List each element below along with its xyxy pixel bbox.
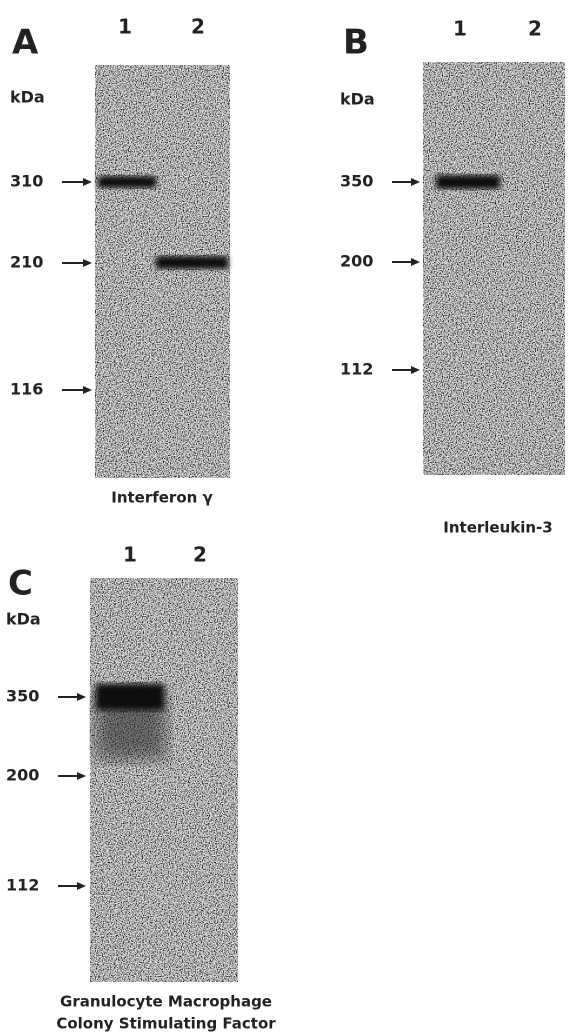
caption: Interferon γ — [111, 489, 213, 507]
band — [156, 256, 228, 269]
marker-label: 210 — [10, 253, 43, 272]
unit-label: kDa — [10, 88, 45, 107]
panel-b: B 1 2 kDa 350 200 112 Interleukin-3 — [340, 17, 565, 537]
arrow-head — [77, 693, 86, 701]
unit-label: kDa — [6, 610, 41, 629]
marker-label: 112 — [6, 876, 39, 895]
gel — [95, 65, 230, 478]
lane-label: 1 — [118, 15, 132, 39]
arrow-head — [83, 178, 92, 186]
lane-label: 2 — [193, 543, 207, 567]
band — [98, 176, 156, 188]
arrow-head — [411, 178, 420, 186]
arrow-head — [77, 772, 86, 780]
lane-label: 1 — [123, 543, 137, 567]
marker-label: 350 — [340, 172, 373, 191]
unit-label: kDa — [340, 90, 375, 109]
arrow-head — [411, 366, 420, 374]
marker-label: 200 — [6, 766, 39, 785]
gel — [423, 62, 565, 475]
arrow-head — [83, 259, 92, 267]
band — [96, 684, 164, 710]
arrow-head — [83, 386, 92, 394]
arrow-head — [77, 882, 86, 890]
panel-c: C 1 2 kDa 350 200 112 Granulocyte Macrop… — [6, 543, 276, 1033]
panel-letter: A — [12, 23, 39, 63]
marker-label: 116 — [10, 380, 43, 399]
panel-letter: C — [8, 564, 33, 604]
panel-a: A 1 2 kDa 310 210 116 Interferon γ — [10, 15, 230, 507]
caption: Colony Stimulating Factor — [56, 1015, 276, 1033]
lane-label: 1 — [453, 17, 467, 41]
lane-label: 2 — [191, 15, 205, 39]
gel — [90, 578, 238, 982]
marker-label: 112 — [340, 360, 373, 379]
caption: Granulocyte Macrophage — [60, 993, 272, 1011]
marker-label: 310 — [10, 172, 43, 191]
marker-label: 200 — [340, 252, 373, 271]
caption: Interleukin-3 — [443, 519, 552, 537]
panel-letter: B — [343, 23, 369, 63]
marker-label: 350 — [6, 687, 39, 706]
lane-label: 2 — [528, 17, 542, 41]
arrow-head — [411, 258, 420, 266]
band — [436, 175, 500, 189]
